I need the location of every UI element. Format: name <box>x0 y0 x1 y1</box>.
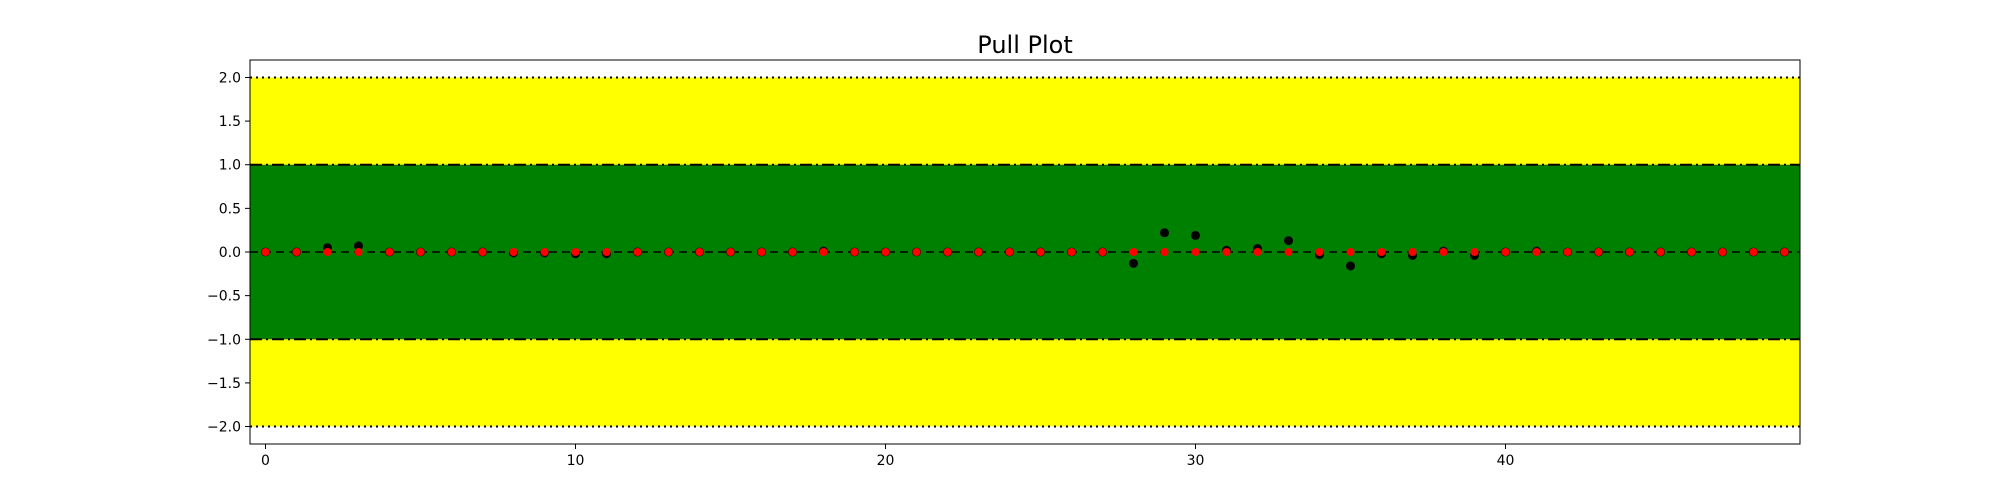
data-point-red <box>1501 248 1510 256</box>
data-point-red <box>1253 248 1262 256</box>
y-tick-label: −1.5 <box>207 376 241 392</box>
data-point-red <box>943 248 952 256</box>
data-points <box>261 228 1789 271</box>
data-point-black <box>354 241 363 251</box>
data-point-red <box>974 248 983 256</box>
data-point-red <box>726 248 735 256</box>
data-point-red <box>1656 248 1665 256</box>
x-tick-label: 0 <box>261 453 270 469</box>
data-point-red <box>292 248 301 256</box>
data-point-red <box>757 248 766 256</box>
data-point-red <box>1780 248 1789 256</box>
data-point-red <box>571 248 580 256</box>
x-tick-label: 20 <box>877 453 895 469</box>
data-point-red <box>602 248 611 256</box>
data-point-black <box>1284 236 1293 246</box>
y-tick-label: 0.5 <box>219 201 241 217</box>
data-point-red <box>416 248 425 256</box>
data-point-red <box>354 248 363 256</box>
chart-title: Pull Plot <box>977 31 1072 59</box>
data-point-red <box>1129 248 1138 256</box>
data-point-red <box>788 248 797 256</box>
plot-area <box>249 59 1801 445</box>
data-point-red <box>1563 248 1572 256</box>
data-point-red <box>1036 248 1045 256</box>
data-point-red <box>323 248 332 256</box>
data-point-red <box>1005 248 1014 256</box>
y-axis: 2.0 1.5 1.0 0.5 0.0 −0.5 −1.0 −1.5 −2.0 <box>207 70 250 436</box>
data-point-black <box>1191 230 1200 240</box>
data-point-red <box>819 248 828 256</box>
data-point-red <box>1749 248 1758 256</box>
x-tick-label: 30 <box>1187 453 1205 469</box>
data-point-red <box>1098 248 1107 256</box>
reference-lines <box>250 76 1800 428</box>
y-tick-label: −0.5 <box>207 289 241 305</box>
x-axis: 0 10 20 30 40 <box>261 444 1514 469</box>
x-tick-label: 40 <box>1497 453 1515 469</box>
data-point-red <box>1284 248 1293 256</box>
data-point-red <box>447 248 456 256</box>
y-tick-label: −2.0 <box>207 420 241 436</box>
y-tick-label: 0.0 <box>219 245 241 261</box>
data-point-red <box>1594 248 1603 256</box>
y-tick-label: 1.5 <box>219 114 241 130</box>
data-point-red <box>478 248 487 256</box>
y-tick-label: 2.0 <box>219 70 241 86</box>
data-point-red <box>633 248 642 256</box>
data-point-red <box>912 248 921 256</box>
data-point-red <box>1160 248 1169 256</box>
data-point-red <box>850 248 859 256</box>
data-point-red <box>1532 248 1541 256</box>
y-tick-label: −1.0 <box>207 332 241 348</box>
data-point-red <box>1222 248 1231 256</box>
data-point-red <box>1625 248 1634 256</box>
data-point-red <box>540 248 549 256</box>
data-point-black <box>1160 228 1169 238</box>
data-point-red <box>385 248 394 256</box>
data-point-black <box>1346 261 1355 271</box>
data-point-red <box>1439 248 1448 256</box>
x-tick-label: 10 <box>567 453 585 469</box>
data-point-red <box>261 248 270 256</box>
data-point-red <box>695 248 704 256</box>
data-point-red <box>1377 248 1386 256</box>
data-point-red <box>509 248 518 256</box>
data-point-red <box>664 248 673 256</box>
data-point-red <box>1191 248 1200 256</box>
data-point-black <box>1129 258 1138 268</box>
data-point-red <box>1408 248 1417 256</box>
data-point-red <box>1470 248 1479 256</box>
data-point-red <box>881 248 890 256</box>
data-point-red <box>1687 248 1696 256</box>
data-point-red <box>1718 248 1727 256</box>
data-point-red <box>1346 248 1355 256</box>
data-point-red <box>1315 248 1324 256</box>
data-point-red <box>1067 248 1076 256</box>
y-tick-label: 1.0 <box>219 158 241 174</box>
